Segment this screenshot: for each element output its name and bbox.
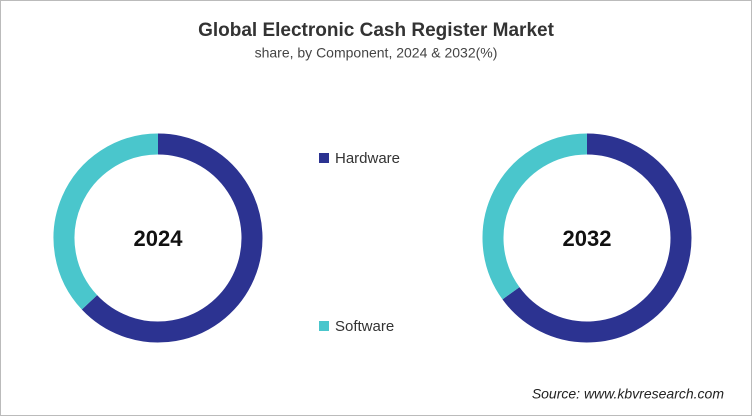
legend-swatch: [319, 153, 329, 163]
chart-title: Global Electronic Cash Register Market: [198, 20, 555, 41]
donut-segment: [81, 133, 263, 343]
legend-label: Software: [335, 318, 394, 335]
donut-label: 2024: [134, 226, 184, 251]
donut-segment: [53, 133, 159, 310]
legend-swatch: [319, 321, 329, 331]
donut-label: 2032: [563, 226, 612, 251]
chart-subtitle: share, by Component, 2024 & 2032(%): [255, 45, 498, 61]
source: Source: www.kbvresearch.com: [532, 386, 725, 402]
legend-label: Hardware: [335, 150, 400, 167]
donut-segment: [482, 133, 588, 300]
donut-segment: [502, 133, 692, 343]
